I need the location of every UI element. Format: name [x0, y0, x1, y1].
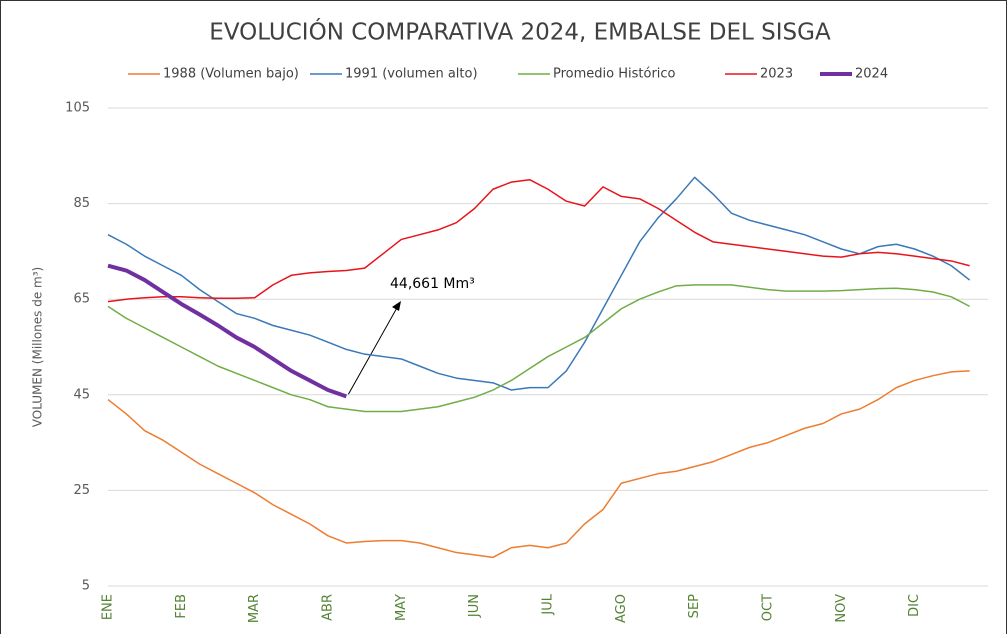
x-tick-label: ABR — [321, 594, 336, 621]
x-tick-label: FEB — [174, 594, 189, 619]
x-tick-label: JUN — [467, 594, 482, 618]
series-line — [107, 176, 971, 391]
y-tick-label: 65 — [73, 292, 90, 307]
x-tick-label: JUL — [541, 593, 556, 615]
series-line — [107, 263, 347, 399]
y-tick-label: 25 — [73, 483, 90, 498]
series-line — [107, 284, 971, 413]
y-tick-label: 5 — [82, 579, 90, 594]
y-tick-label: 85 — [73, 196, 90, 211]
y-axis-label: VOLUMEN (Millones de m³) — [31, 267, 45, 427]
legend-label: Promedio Histórico — [553, 67, 676, 82]
x-tick-label: AGO — [614, 594, 629, 623]
x-tick-label: DIC — [907, 594, 922, 617]
x-tick-label: NOV — [834, 594, 849, 623]
x-tick-label: MAR — [247, 594, 262, 623]
chart-title: EVOLUCIÓN COMPARATIVA 2024, EMBALSE DEL … — [209, 18, 831, 46]
x-tick-label: SEP — [687, 594, 702, 618]
annotation-arrow — [347, 305, 399, 396]
annotation: 44,661 Mm³ — [390, 276, 475, 292]
legend-label: 1988 (Volumen bajo) — [163, 67, 299, 82]
arrow-head — [392, 301, 401, 311]
legend-label: 1991 (volumen alto) — [345, 67, 478, 82]
legend-label: 2023 — [760, 67, 793, 82]
y-tick-label: 45 — [73, 387, 90, 402]
x-tick-label: MAY — [394, 594, 409, 621]
y-tick-label: 105 — [65, 101, 90, 116]
series-line — [107, 178, 970, 303]
series-line — [107, 370, 970, 559]
x-tick-label: ENE — [101, 594, 116, 620]
legend-label: 2024 — [855, 67, 888, 82]
x-tick-label: OCT — [761, 594, 776, 621]
